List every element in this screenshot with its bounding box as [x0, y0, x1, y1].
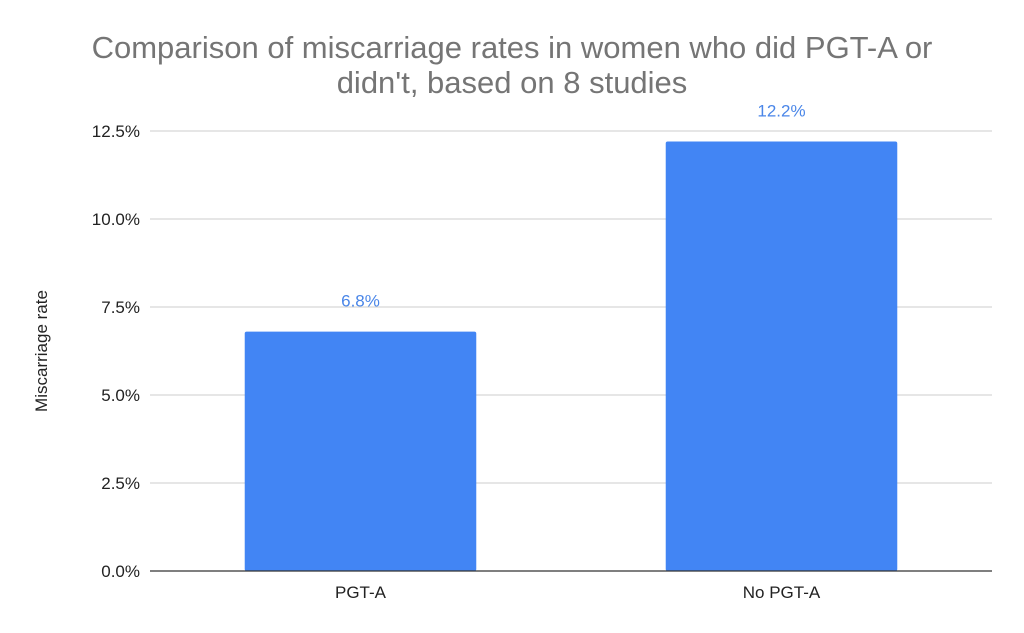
y-tick-label: 10.0%	[92, 210, 140, 229]
data-labels: 6.8% 12.2%	[341, 102, 805, 311]
y-axis-tick-labels: 0.0% 2.5% 5.0% 7.5% 10.0% 12.5%	[92, 122, 140, 581]
bars	[244, 141, 898, 571]
y-tick-label: 12.5%	[92, 122, 140, 141]
x-axis-category-labels: PGT-A No PGT-A	[335, 583, 821, 602]
data-label: 12.2%	[757, 102, 805, 121]
y-tick-label: 0.0%	[101, 562, 140, 581]
y-tick-label: 7.5%	[101, 298, 140, 317]
y-axis-title: Miscarriage rate	[32, 290, 51, 412]
y-tick-label: 2.5%	[101, 474, 140, 493]
data-label: 6.8%	[341, 292, 380, 311]
y-tick-label: 5.0%	[101, 386, 140, 405]
chart-title-line-1: Comparison of miscarriage rates in women…	[92, 30, 933, 65]
x-category-label: No PGT-A	[743, 583, 821, 602]
bar	[665, 141, 898, 571]
x-category-label: PGT-A	[335, 583, 387, 602]
bar	[244, 331, 477, 571]
chart-title: Comparison of miscarriage rates in women…	[92, 30, 933, 100]
chart-title-line-2: didn't, based on 8 studies	[337, 65, 688, 100]
